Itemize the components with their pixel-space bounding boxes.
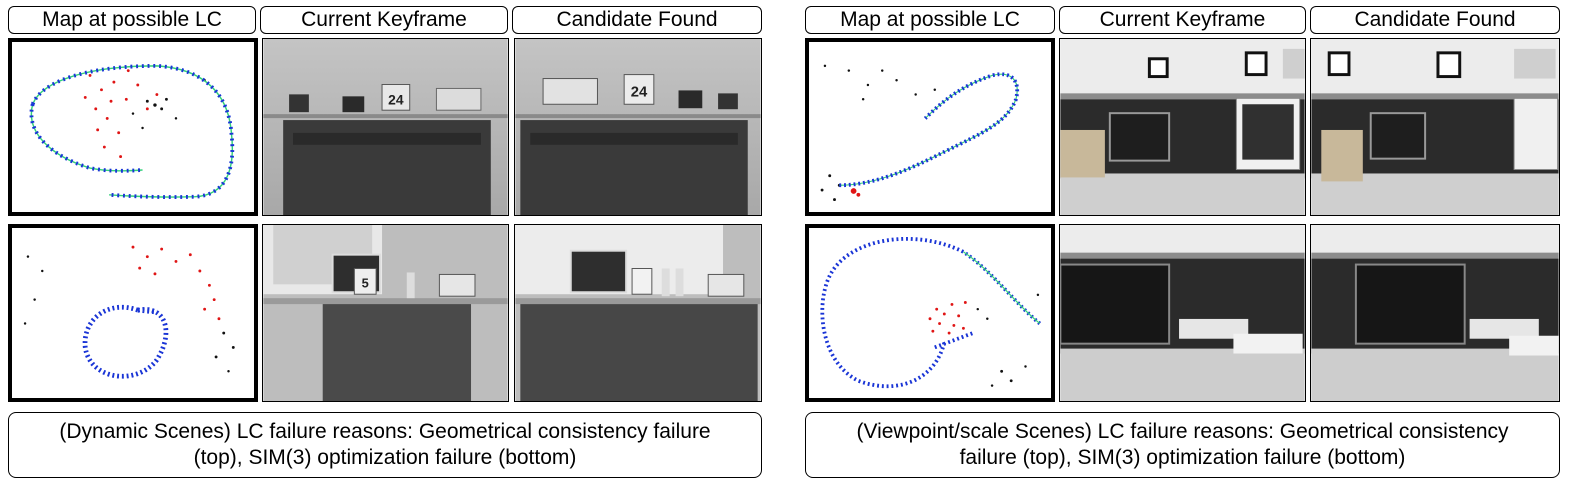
map-top-left-plot [29, 63, 235, 199]
caption-left: (Dynamic Scenes) LC failure reasons: Geo… [8, 412, 762, 478]
map-top-left [8, 38, 258, 216]
left-panel: Map at possible LC Current Keyframe Cand… [0, 0, 780, 491]
candidate-found-bottom-left [514, 224, 762, 402]
calendar-number: 5 [362, 275, 369, 290]
calendar-number: 24 [631, 84, 648, 100]
header-current-keyframe-right: Current Keyframe [1059, 6, 1306, 34]
map-bottom-left-plot [23, 245, 235, 379]
candidate-found-top-left: 24 [514, 38, 762, 216]
map-top-right [805, 38, 1055, 216]
caption-right: (Viewpoint/scale Scenes) LC failure reas… [805, 412, 1560, 478]
header-map-left: Map at possible LC [8, 6, 256, 34]
candidate-found-top-right [1310, 38, 1560, 216]
red-points [83, 69, 159, 159]
header-candidate-right: Candidate Found [1310, 6, 1560, 34]
header-current-keyframe-left: Current Keyframe [260, 6, 508, 34]
map-bottom-left [8, 224, 258, 402]
header-map-right: Map at possible LC [805, 6, 1055, 34]
map-top-right-plot [820, 64, 1019, 202]
current-keyframe-bottom-right [1059, 224, 1306, 402]
current-keyframe-top-left: 24 [262, 38, 509, 216]
candidate-found-bottom-right [1310, 224, 1560, 402]
calendar-number: 24 [388, 91, 404, 107]
right-panel: Map at possible LC Current Keyframe Cand… [800, 0, 1596, 491]
black-points [131, 78, 206, 130]
header-candidate-left: Candidate Found [512, 6, 762, 34]
current-keyframe-bottom-left: 5 [262, 224, 509, 402]
current-keyframe-top-right [1059, 38, 1306, 216]
map-bottom-right [805, 224, 1055, 402]
map-bottom-right-plot [820, 236, 1042, 389]
